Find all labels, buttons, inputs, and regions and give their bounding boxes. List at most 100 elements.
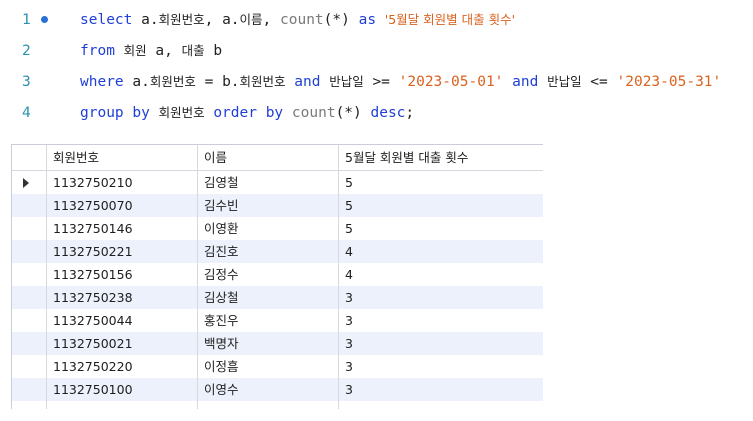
cell-member-id[interactable]: 1132750210	[53, 175, 133, 190]
code-token: ,	[204, 12, 223, 28]
code-token: >=	[363, 74, 399, 90]
current-row-arrow-icon	[23, 178, 29, 188]
cell-loan-count[interactable]: 3	[345, 313, 353, 328]
code-token: a.	[132, 74, 150, 90]
cell-name[interactable]: 이영수	[204, 382, 239, 397]
code-token: ,	[262, 12, 281, 28]
table-row[interactable]: 1132750021 백명자 3	[12, 332, 543, 355]
code-token: 회원번호	[239, 74, 286, 89]
table-row[interactable]: 1132750156 김정수 4	[12, 263, 543, 286]
cell-loan-count[interactable]: 3	[345, 336, 353, 351]
cell-name[interactable]: 백명자	[204, 336, 239, 351]
cell-member-id[interactable]: 1132750070	[53, 198, 133, 213]
table-row[interactable]: 1132750100 이영수 3	[12, 378, 543, 401]
cell-loan-count[interactable]: 3	[345, 382, 353, 397]
row-indicator[interactable]	[12, 263, 46, 286]
code-token: a.	[222, 12, 240, 28]
code-token: = b.	[195, 74, 240, 90]
code-token: and	[503, 74, 548, 90]
row-indicator-header	[12, 145, 46, 170]
cell-member-id[interactable]: 1132750044	[53, 313, 133, 328]
result-grid[interactable]: 회원번호 이름 5월달 회원별 대출 횟수 1132750210 김영철 5 1132…	[11, 144, 543, 409]
code-token: 반납일	[329, 74, 364, 89]
grid-header-row: 회원번호 이름 5월달 회원별 대출 횟수	[12, 145, 543, 171]
row-indicator[interactable]	[12, 240, 46, 263]
cell-loan-count[interactable]: 5	[345, 198, 353, 213]
cell-name[interactable]: 김진호	[204, 244, 239, 259]
row-indicator[interactable]	[12, 194, 46, 217]
cell-name[interactable]: 홍진우	[204, 313, 239, 328]
cell-member-id[interactable]: 1132750238	[53, 290, 133, 305]
code-token: order by	[204, 105, 292, 121]
cell-name[interactable]: 김영철	[204, 175, 239, 190]
cell-member-id[interactable]: 1132750220	[53, 359, 133, 374]
code-token: 이름	[239, 12, 263, 27]
row-indicator[interactable]	[12, 217, 46, 240]
row-indicator[interactable]	[12, 171, 46, 194]
code-token: (*)	[335, 105, 371, 121]
row-indicator[interactable]	[12, 378, 46, 401]
code-token: b	[204, 43, 223, 59]
cell-name[interactable]: 이정흠	[204, 359, 239, 374]
table-row[interactable]: 1132750220 이정흠 3	[12, 355, 543, 378]
cell-name[interactable]: 김정수	[204, 267, 239, 282]
cell-loan-count[interactable]: 4	[345, 267, 353, 282]
code-token: and	[285, 74, 330, 90]
cell-member-id[interactable]: 1132750100	[53, 382, 133, 397]
cell-loan-count[interactable]: 3	[345, 290, 353, 305]
current-statement-marker-icon	[41, 16, 48, 23]
code-token: count	[280, 12, 324, 28]
cell-name[interactable]: 김상철	[204, 290, 239, 305]
code-token: 대출	[181, 43, 205, 58]
column-header-loan-count[interactable]: 5월달 회원별 대출 횟수	[345, 150, 469, 165]
code-token: <=	[581, 74, 617, 90]
line-number: 4	[22, 105, 31, 121]
table-row[interactable]: 1132750070 김수빈 5	[12, 194, 543, 217]
line-number: 2	[22, 43, 31, 59]
line-number: 3	[22, 74, 31, 90]
cell-name[interactable]: 이영환	[204, 221, 239, 236]
code-text: group by 회원번호 order by count(*) desc;	[80, 101, 414, 125]
cell-member-id[interactable]: 1132750221	[53, 244, 133, 259]
column-divider	[46, 145, 47, 409]
code-token: from	[80, 43, 124, 59]
code-text: where a.회원번호 = b.회원번호 and 반납일 >= '2023-0…	[80, 70, 721, 94]
row-indicator[interactable]	[12, 309, 46, 332]
cell-loan-count[interactable]: 3	[345, 359, 353, 374]
table-row[interactable]: 1132750044 홍진우 3	[12, 309, 543, 332]
code-token: select	[80, 12, 142, 28]
code-token: as	[358, 12, 385, 28]
cell-member-id[interactable]: 1132750156	[53, 267, 133, 282]
column-divider	[338, 145, 339, 409]
cell-name[interactable]: 김수빈	[204, 198, 239, 213]
row-indicator[interactable]	[12, 355, 46, 378]
code-token: 회원번호	[158, 12, 205, 27]
table-row[interactable]: 1132750221 김진호 4	[12, 240, 543, 263]
code-token: group by	[80, 105, 159, 121]
code-text: select a.회원번호, a.이름, count(*) as '5월달 회원…	[80, 8, 515, 32]
code-token: ;	[405, 105, 415, 121]
code-token: desc	[370, 105, 406, 121]
code-token: 회원번호	[149, 74, 196, 89]
column-divider	[197, 145, 198, 409]
cell-member-id[interactable]: 1132750021	[53, 336, 133, 351]
code-token: a.	[141, 12, 159, 28]
table-row[interactable]: 1132750146 이영환 5	[12, 217, 543, 240]
cell-loan-count[interactable]: 4	[345, 244, 353, 259]
code-token: (*)	[323, 12, 359, 28]
table-row[interactable]: 1132750238 김상철 3	[12, 286, 543, 309]
code-token: 회원	[123, 43, 147, 58]
cell-loan-count[interactable]: 5	[345, 221, 353, 236]
sql-editor[interactable]: 1 select a.회원번호, a.이름, count(*) as '5월달 회…	[0, 8, 753, 121]
column-header-member-id[interactable]: 회원번호	[53, 150, 100, 165]
row-indicator[interactable]	[12, 286, 46, 309]
code-token: a,	[146, 43, 182, 59]
column-header-name[interactable]: 이름	[204, 150, 228, 165]
code-text: from 회원 a, 대출 b	[80, 39, 222, 63]
row-indicator[interactable]	[12, 332, 46, 355]
cell-loan-count[interactable]: 5	[345, 175, 353, 190]
code-token: '5월달 회원별 대출 횟수'	[384, 12, 516, 27]
table-row[interactable]: 1132750210 김영철 5	[12, 171, 543, 194]
code-token: '2023-05-31'	[616, 74, 722, 90]
cell-member-id[interactable]: 1132750146	[53, 221, 133, 236]
